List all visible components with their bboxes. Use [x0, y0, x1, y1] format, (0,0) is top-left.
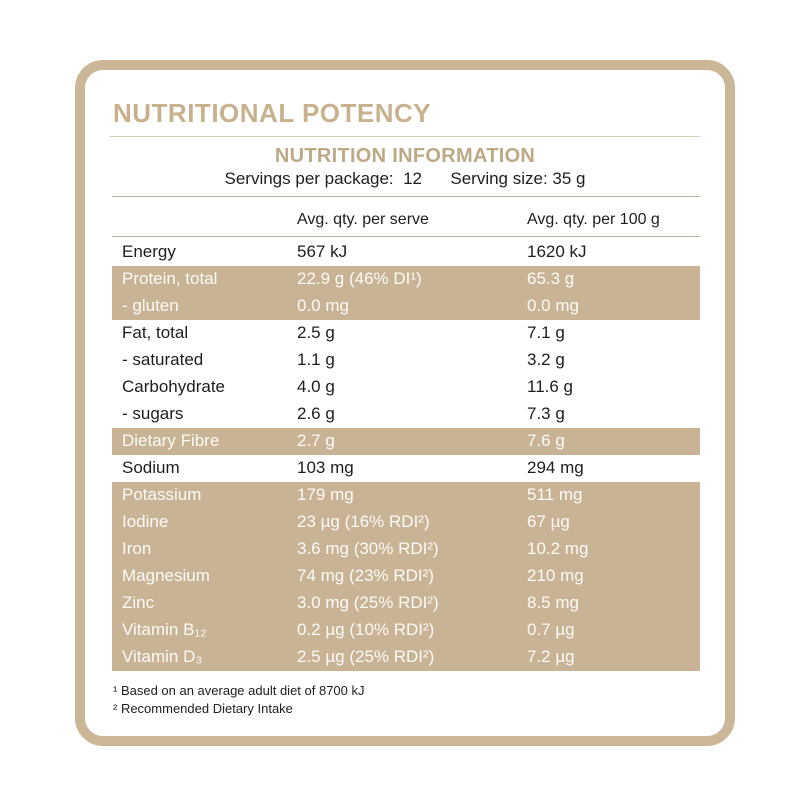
nutrient-name: Vitamin B₁₂ [122, 620, 207, 639]
per-serve-value: 567 kJ [297, 242, 348, 261]
table-row: Vitamin B₁₂ 0.2 µg (10% RDI²) 0.7 µg [112, 617, 700, 644]
per-serve-value: 3.0 mg (25% RDI²) [297, 593, 439, 612]
per-serve-value: 74 mg (23% RDI²) [297, 566, 434, 585]
header-divider [112, 196, 700, 197]
per-100g-value: 294 mg [527, 458, 584, 477]
column-header-per-serve: Avg. qty. per serve [297, 211, 429, 228]
per-100g-value: 1620 kJ [527, 242, 587, 261]
nutrient-name: Energy [122, 242, 176, 261]
nutrient-name: Protein, total [122, 269, 218, 288]
table-row: Fat, total 2.5 g 7.1 g [112, 320, 700, 347]
table-row: Iodine 23 µg (16% RDI²) 67 µg [112, 509, 700, 536]
per-serve-value: 4.0 g [297, 377, 335, 396]
table-row: - gluten 0.0 mg 0.0 mg [112, 293, 700, 320]
table-row: - sugars 2.6 g 7.3 g [112, 401, 700, 428]
footnote-1: ¹ Based on an average adult diet of 8700… [113, 683, 365, 698]
per-100g-value: 67 µg [527, 512, 570, 531]
per-serve-value: 22.9 g (46% DI¹) [297, 269, 422, 288]
title-divider [110, 136, 700, 137]
nutrient-name: Potassium [122, 485, 202, 504]
per-100g-value: 11.6 g [527, 377, 574, 396]
nutrient-name: Sodium [122, 458, 180, 477]
nutrient-table: Energy 567 kJ 1620 kJ Protein, total 22.9 g … [112, 239, 700, 671]
table-row: Carbohydrate 4.0 g 11.6 g [112, 374, 700, 401]
per-100g-value: 10.2 mg [527, 539, 589, 558]
per-serve-value: 2.5 µg (25% RDI²) [297, 647, 435, 666]
per-serve-value: 179 mg [297, 485, 354, 504]
per-100g-value: 511 mg [527, 485, 583, 504]
per-100g-value: 0.7 µg [527, 620, 575, 639]
nutrition-card: NUTRITIONAL POTENCY NUTRITION INFORMATIO… [75, 60, 735, 746]
table-row: - saturated 1.1 g 3.2 g [112, 347, 700, 374]
per-100g-value: 8.5 mg [527, 593, 579, 612]
table-row: Zinc 3.0 mg (25% RDI²) 8.5 mg [112, 590, 700, 617]
per-serve-value: 2.6 g [297, 404, 335, 423]
nutrient-name: Iron [122, 539, 152, 558]
per-serve-value: 23 µg (16% RDI²) [297, 512, 430, 531]
footnotes: ¹ Based on an average adult diet of 8700… [113, 682, 365, 718]
per-serve-value: 0.2 µg (10% RDI²) [297, 620, 435, 639]
per-100g-value: 7.2 µg [527, 647, 575, 666]
nutrient-name: Zinc [122, 593, 155, 612]
table-row: Energy 567 kJ 1620 kJ [112, 239, 700, 266]
per-100g-value: 210 mg [527, 566, 584, 585]
per-100g-value: 0.0 mg [527, 296, 579, 315]
table-row: Iron 3.6 mg (30% RDI²) 10.2 mg [112, 536, 700, 563]
per-100g-value: 7.3 g [527, 404, 565, 423]
per-100g-value: 65.3 g [527, 269, 575, 288]
nutrient-name: - saturated [122, 350, 204, 369]
table-row: Dietary Fibre 2.7 g 7.6 g [112, 428, 700, 455]
nutrient-name: Fat, total [122, 323, 189, 342]
nutrient-name: Carbohydrate [122, 377, 226, 396]
serving-size: Serving size: 35 g [450, 169, 586, 188]
servings-line: Servings per package: 12 Serving size: 3… [85, 169, 725, 189]
per-serve-value: 2.5 g [297, 323, 335, 342]
nutrient-name: - gluten [122, 296, 179, 315]
nutrient-name: Dietary Fibre [122, 431, 220, 450]
per-serve-value: 103 mg [297, 458, 354, 477]
table-row: Sodium 103 mg 294 mg [112, 455, 700, 482]
per-serve-value: 3.6 mg (30% RDI²) [297, 539, 439, 558]
per-serve-value: 0.0 mg [297, 296, 349, 315]
table-row: Magnesium 74 mg (23% RDI²) 210 mg [112, 563, 700, 590]
nutrient-name: Vitamin D₃ [122, 647, 203, 666]
nutrient-name: Magnesium [122, 566, 210, 585]
table-row: Potassium 179 mg 511 mg [112, 482, 700, 509]
per-100g-value: 7.1 g [527, 323, 565, 342]
table-row: Vitamin D₃ 2.5 µg (25% RDI²) 7.2 µg [112, 644, 700, 671]
per-serve-value: 1.1 g [297, 350, 335, 369]
per-100g-value: 7.6 g [527, 431, 565, 450]
column-header-per-100g: Avg. qty. per 100 g [527, 211, 660, 228]
footnote-2: ² Recommended Dietary Intake [113, 701, 293, 716]
page-title: NUTRITIONAL POTENCY [113, 98, 432, 128]
table-row: Protein, total 22.9 g (46% DI¹) 65.3 g [112, 266, 700, 293]
servings-per-package: Servings per package: 12 [224, 169, 423, 188]
nutrient-name: - sugars [122, 404, 184, 423]
per-serve-value: 2.7 g [297, 431, 335, 450]
panel-title: NUTRITION INFORMATION [274, 145, 536, 167]
nutrient-name: Iodine [122, 512, 169, 531]
per-100g-value: 3.2 g [527, 350, 565, 369]
column-divider [112, 236, 700, 237]
